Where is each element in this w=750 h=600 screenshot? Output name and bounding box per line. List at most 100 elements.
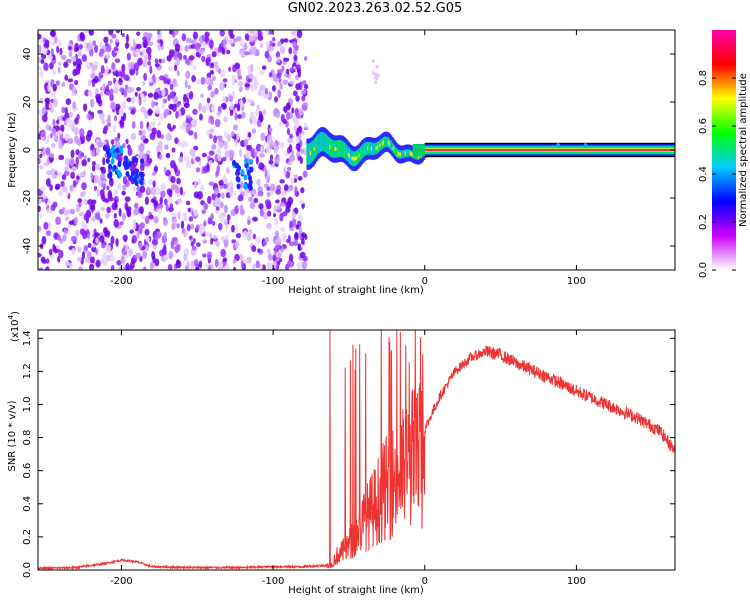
spectrogram-noise-cell (158, 207, 162, 215)
spectrogram-signal-core (327, 135, 330, 155)
spectrogram-noise-cell (47, 55, 53, 61)
spectrogram-noise-cell (95, 163, 100, 171)
spectrogram-noise-cell (277, 156, 281, 164)
spectrogram-noise-cell (95, 237, 99, 244)
spectrogram-cluster-cell (134, 157, 139, 164)
spectrogram-noise-cell (96, 189, 100, 197)
spectrogram-noise-cell (234, 62, 241, 70)
snr-ytick-label: 0.4 (22, 496, 33, 512)
spectrogram-noise-cell (150, 186, 157, 196)
snr-ytick-label: 1.4 (22, 330, 33, 346)
spectrogram-noise-cell (213, 135, 218, 144)
spectrogram-signal-core (403, 149, 406, 158)
spectrogram-noise-cell (283, 38, 289, 43)
spectrogram-noise-cell (149, 65, 153, 75)
spectrogram-noise-cell (56, 244, 61, 250)
snr-xtick-label: -200 (110, 576, 133, 587)
spectrogram-noise-cell (209, 128, 215, 133)
spectrogram-noise-cell (51, 127, 57, 137)
spectrogram-noise-cell (61, 174, 67, 181)
spectrogram-xlabel: Height of straight line (km) (288, 285, 424, 296)
spectrogram-noise-cell (297, 176, 303, 181)
spectrogram-noise-cell (283, 166, 287, 176)
spectrogram-cluster-cell (108, 171, 113, 178)
spectrogram-faint-cell (371, 71, 375, 76)
spectrogram-noise-cell (127, 147, 133, 157)
spectrogram-noise-cell (185, 70, 191, 80)
spectrogram-noise-cell (258, 203, 264, 210)
spectrogram-noise-cell (118, 77, 122, 83)
spectrogram-noise-cell (154, 62, 160, 68)
spectrogram-noise-cell (124, 42, 130, 49)
spectrogram-noise-cell (87, 42, 92, 50)
spectrogram-noise-cell (208, 39, 214, 49)
spectrogram-noise-cell (140, 106, 146, 113)
spectrogram-noise-cell (133, 202, 139, 209)
spectrogram-noise-cell (282, 79, 289, 85)
spectrogram-noise-cell (188, 55, 195, 61)
spectrogram-noise-cell (108, 30, 114, 36)
spectrogram-noise-cell (200, 200, 205, 206)
spectrogram-noise-cell (69, 157, 75, 167)
spectrogram-noise-cell (97, 109, 103, 114)
spectrogram-noise-cell (110, 264, 115, 270)
spectrogram-noise-cell (87, 80, 92, 87)
spectrogram-noise-cell (152, 73, 156, 82)
spectrogram-noise-cell (65, 58, 72, 64)
spectrogram-signal-core (415, 153, 418, 160)
spectrogram-noise-cell (172, 124, 176, 129)
spectrogram-noise-cell (158, 154, 163, 161)
spectrogram-noise-cell (295, 64, 301, 70)
spectrogram-noise-cell (69, 208, 76, 215)
spectrogram-noise-cell (204, 231, 209, 236)
spectrogram-noise-cell (60, 180, 65, 188)
spectrogram-noise-cell (143, 266, 147, 270)
spectrogram-noise-cell (171, 82, 178, 88)
spectrogram-noise-cell (237, 114, 243, 119)
spectrogram-noise-cell (220, 248, 227, 258)
spectrogram-noise-cell (169, 91, 175, 99)
spectrogram-noise-cell (276, 204, 281, 210)
spectrogram-noise-cell (194, 42, 201, 51)
spectrogram-noise-cell (47, 84, 51, 92)
spectrogram-noise-cell (260, 146, 264, 153)
spectrogram-noise-cell (193, 180, 198, 190)
spectrogram-noise-cell (83, 41, 88, 49)
spectrogram-noise-cell (58, 249, 64, 259)
spectrogram-noise-cell (224, 150, 230, 158)
spectrogram-noise-cell (170, 160, 176, 169)
spectrogram-ytick-label: -40 (22, 238, 33, 254)
spectrogram-noise-cell (303, 102, 308, 107)
spectrogram-noise-cell (187, 84, 192, 89)
spectrogram-signal-core (344, 142, 347, 159)
spectrogram-noise-cell (147, 92, 154, 98)
spectrogram-noise-cell (46, 135, 50, 143)
spectrogram-noise-cell (226, 214, 231, 221)
spectrogram-noise-cell (121, 63, 126, 73)
spectrogram-noise-cell (228, 66, 232, 72)
spectrogram-noise-cell (113, 189, 119, 197)
spectrogram-noise-cell (136, 184, 140, 193)
spectrogram-noise-cell (229, 102, 234, 111)
spectrogram-faint-cell (374, 75, 378, 80)
spectrogram-noise-cell (52, 174, 58, 179)
spectrogram-noise-cell (136, 86, 141, 92)
spectrogram-noise-cell (52, 118, 56, 127)
spectrogram-noise-cell (203, 165, 208, 174)
spectrogram-noise-cell (201, 105, 207, 114)
spectrogram-cluster-cell (243, 174, 248, 181)
spectrogram-noise-cell (291, 218, 297, 227)
spectrogram-noise-cell (182, 54, 187, 60)
spectrogram-noise-cell (233, 190, 237, 197)
spectrogram-noise-cell (132, 185, 137, 192)
spectrogram-noise-cell (299, 251, 306, 259)
spectrogram-noise-cell (67, 78, 74, 83)
spectrogram-noise-cell (298, 226, 302, 233)
spectrogram-noise-cell (279, 179, 285, 184)
spectrogram-noise-cell (290, 177, 295, 184)
spectrogram-noise-cell (300, 89, 307, 95)
spectrogram-noise-cell (142, 250, 148, 259)
spectrogram-noise-cell (142, 39, 149, 49)
spectrogram-faint-cell (374, 80, 378, 85)
spectrogram-signal-peak (358, 153, 361, 158)
